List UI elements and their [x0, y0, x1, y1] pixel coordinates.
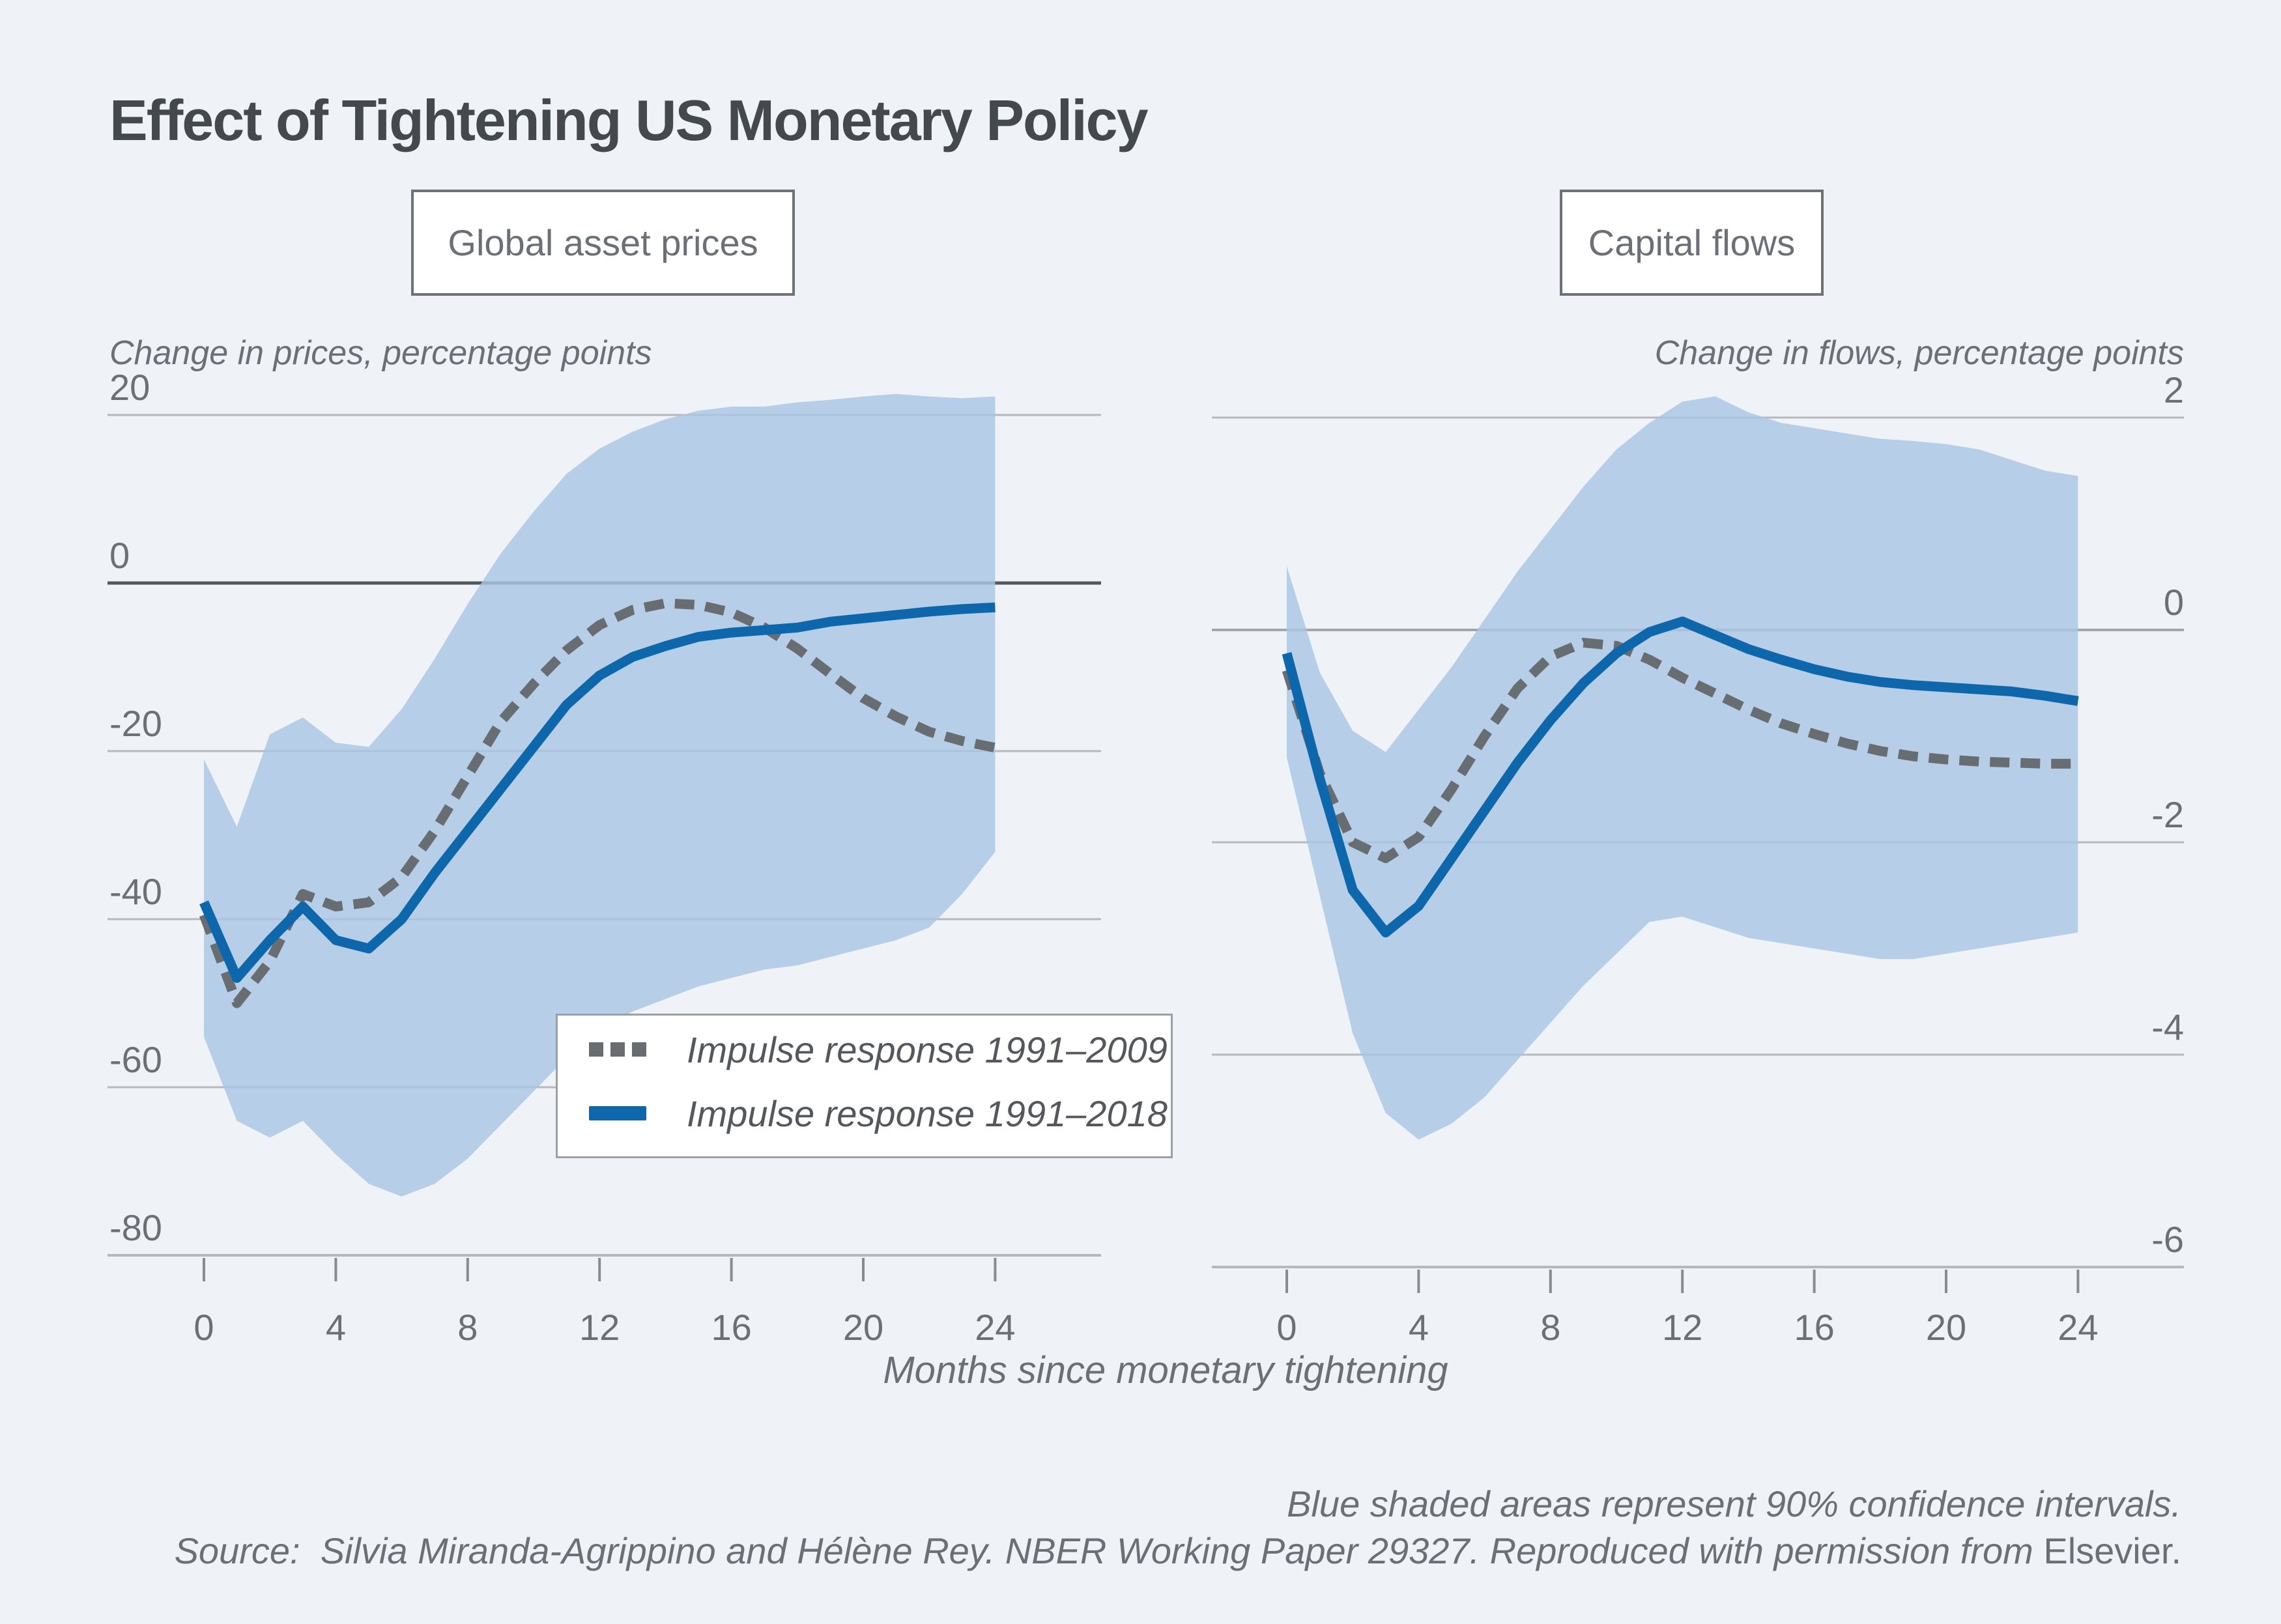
right-x-tick-label-0: 0 [1276, 1307, 1297, 1348]
figure-title: Effect of Tightening US Monetary Policy [109, 88, 1149, 152]
left-x-tick-label-4: 4 [325, 1307, 346, 1348]
right-y-tick-label--2: -2 [2151, 794, 2184, 835]
left-y-tick-label--60: -60 [109, 1039, 162, 1080]
confidence-interval-note: Blue shaded areas represent 90% confiden… [1287, 1483, 2181, 1524]
panel-label-global-asset-prices: Global asset prices [448, 222, 758, 263]
dashed-line-swatch-icon [589, 1042, 646, 1057]
left-y-tick-label-0: 0 [109, 535, 130, 576]
right-confidence-band [1287, 396, 2078, 1140]
left-confidence-band [204, 393, 996, 1197]
right-x-tick-label-8: 8 [1540, 1307, 1561, 1348]
right-line-impulse-1991-2018 [1282, 616, 2079, 938]
legend-label-1991-2009: Impulse response 1991–2009 [687, 1029, 1168, 1070]
left-x-tick-label-0: 0 [194, 1307, 214, 1348]
legend-item-1991-2018: Impulse response 1991–2018 [589, 1092, 1168, 1134]
right-x-tick-label-4: 4 [1408, 1307, 1429, 1348]
source-note-publisher: Elsevier. [2043, 1530, 2181, 1571]
left-y-tick-label--80: -80 [109, 1207, 162, 1248]
right-y-tick-label--4: -4 [2151, 1006, 2184, 1047]
source-note-italic: Source: Silvia Miranda-Agrippino and Hél… [174, 1530, 2044, 1571]
right-y-tick-label-0: 0 [2163, 582, 2184, 623]
right-x-tick-label-16: 16 [1794, 1307, 1835, 1348]
solid-line-swatch-icon [589, 1106, 646, 1120]
left-y-tick-label-20: 20 [109, 367, 151, 408]
right-x-tick-label-12: 12 [1662, 1307, 1703, 1348]
panel-label-box-global-asset-prices: Global asset prices [411, 190, 795, 296]
left-y-tick-label--40: -40 [109, 871, 162, 912]
left-x-tick-label-12: 12 [579, 1307, 620, 1348]
legend: Impulse response 1991–2009 Impulse respo… [556, 1014, 1173, 1158]
x-axis-title: Months since monetary tightening [883, 1349, 1448, 1391]
legend-item-1991-2009: Impulse response 1991–2009 [589, 1029, 1168, 1070]
panel-label-box-capital-flows: Capital flows [1560, 190, 1824, 296]
left-line-impulse-1991-2018 [199, 602, 996, 983]
left-y-axis-caption: Change in prices, percentage points [109, 334, 652, 372]
right-y-axis-caption: Change in flows, percentage points [1654, 334, 2184, 372]
left-x-tick-label-16: 16 [711, 1307, 752, 1348]
right-x-tick-label-24: 24 [2058, 1307, 2099, 1348]
left-x-tick-label-24: 24 [975, 1307, 1016, 1348]
source-note: Source: Silvia Miranda-Agrippino and Hél… [175, 1530, 2181, 1572]
legend-label-1991-2018: Impulse response 1991–2018 [687, 1092, 1168, 1134]
right-line-impulse-1991-2009 [1282, 638, 2078, 863]
right-y-tick-label-2: 2 [2163, 369, 2184, 410]
left-y-tick-label--20: -20 [109, 703, 162, 744]
left-line-impulse-1991-2009 [199, 598, 996, 1008]
left-x-tick-label-20: 20 [842, 1307, 884, 1348]
right-y-tick-label--6: -6 [2151, 1219, 2184, 1260]
left-x-tick-label-8: 8 [457, 1307, 478, 1348]
right-x-tick-label-20: 20 [1925, 1307, 1967, 1348]
panel-label-capital-flows: Capital flows [1588, 222, 1796, 263]
